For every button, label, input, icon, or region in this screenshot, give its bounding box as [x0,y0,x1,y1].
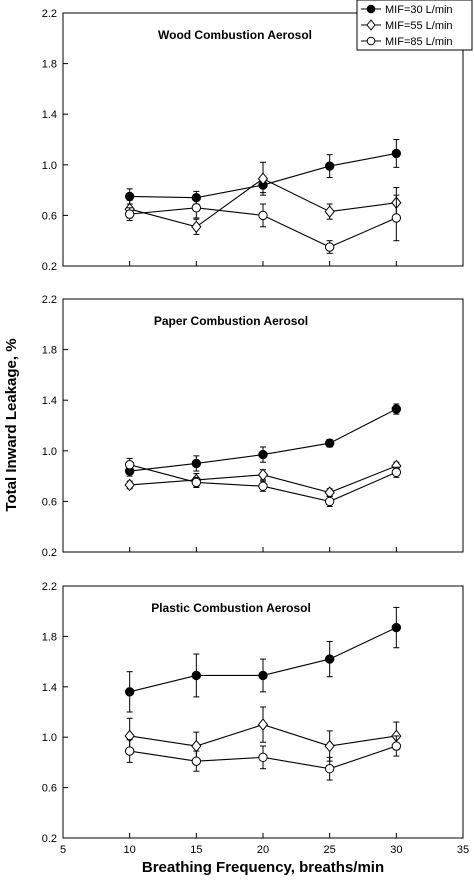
y-axis-title: Total Inward Leakage, % [3,338,20,511]
legend: MIF=30 L/min MIF=55 L/min MIF=85 L/min [356,0,473,51]
plot-frame [62,298,464,553]
panel-title: Wood Combustion Aerosol [158,28,312,42]
y-tick-label: 2.2 [42,294,57,306]
data-point [258,752,268,763]
y-tick-label: 0.2 [42,261,57,273]
panel-2: 0.2 0.6 1.0 1.4 1.8 2.2 Paper Combustion Aeros… [42,294,464,559]
data-point [391,213,402,223]
data-point [191,458,202,469]
series-2 [124,459,402,499]
x-tick-label: 10 [124,844,136,856]
data-point [391,148,402,159]
y-tick-label: 1.4 [42,395,57,407]
data-point [258,449,268,460]
y-tick-label: 1.4 [42,682,57,694]
data-point [391,404,402,414]
legend-label: MIF=30 L/min [385,4,453,16]
y-tick-label: 0.6 [42,783,57,795]
legend-marker [366,36,376,46]
series-3 [124,457,402,507]
data-point [391,467,402,478]
data-point [391,741,402,751]
data-point [191,739,202,753]
series-3 [124,194,402,254]
data-point [258,210,268,221]
panel-title: Paper Combustion Aerosol [154,314,308,328]
legend-label: MIF=85 L/min [385,36,453,48]
series-3 [124,735,402,781]
y-tick-label: 1.0 [42,446,57,458]
data-point [324,654,335,664]
panel-3: 0.2 0.6 1.0 1.4 1.8 2.2 5 10 15 20 25 30 35 Plastic C… [42,581,469,856]
y-tick-label: 1.8 [42,631,57,643]
legend-marker [366,4,376,14]
data-point [124,687,135,697]
y-tick-label: 0.2 [42,833,57,845]
data-point [324,764,335,774]
plot-frame [62,12,464,267]
x-tick-label: 5 [60,844,66,856]
legend-label: MIF=55 L/min [385,20,453,32]
data-point [258,481,268,491]
data-point [191,670,202,681]
y-tick-label: 0.6 [42,210,57,222]
series-1 [124,403,402,477]
x-tick-label: 15 [190,844,202,856]
data-point [124,478,135,492]
x-axis-title: Breathing Frequency, breaths/min [142,859,384,876]
x-tick-label: 20 [257,844,269,856]
series-1 [124,606,402,713]
y-tick-label: 0.6 [42,496,57,508]
legend-marker [366,19,376,31]
data-point [257,468,269,482]
y-tick-label: 1.0 [42,160,57,172]
data-point [191,756,202,766]
data-point [124,191,135,202]
data-point [391,622,402,633]
data-point [191,477,202,488]
data-point [324,205,335,218]
data-point [324,438,335,448]
data-point [324,242,335,252]
panel-1: 0.2 0.6 1.0 1.4 1.8 2.2 Wood Combustion Aeroso… [42,8,464,273]
data-point [257,718,269,731]
data-point [324,739,335,753]
y-tick-label: 1.0 [42,732,57,744]
x-tick-label: 25 [324,844,336,856]
y-tick-label: 1.8 [42,59,57,71]
data-point [324,496,335,507]
data-point [124,209,135,219]
data-point [324,161,335,171]
y-tick-label: 1.8 [42,345,57,357]
y-tick-label: 0.2 [42,547,57,559]
data-point [257,172,269,186]
x-tick-label: 30 [390,844,402,856]
y-tick-label: 1.4 [42,109,57,121]
y-tick-label: 2.2 [42,8,57,20]
data-point [124,460,135,470]
panel-title: Plastic Combustion Aerosol [151,601,311,615]
data-point [124,746,135,756]
data-point [191,203,202,213]
x-tick-label: 35 [457,844,469,856]
data-point [191,220,202,234]
y-tick-label: 2.2 [42,581,57,593]
data-point [258,670,268,681]
